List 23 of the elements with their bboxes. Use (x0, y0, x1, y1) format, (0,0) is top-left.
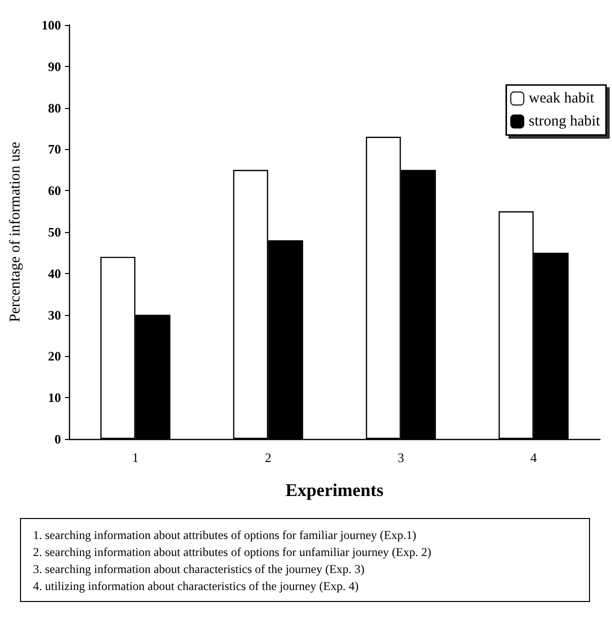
text: 4. utilizing information about characteristics of the journey (Exp. 4) (33, 578, 360, 595)
y-tick-label: 60 (48, 183, 61, 198)
x-tick-label: 3 (398, 450, 404, 465)
y-tick-label: 80 (48, 100, 61, 116)
x-tick-label: 2 (264, 450, 272, 465)
y-tick-label: 90 (48, 58, 61, 74)
y-tick-label: 50 (48, 224, 61, 240)
legend-label: weak habit (528, 90, 595, 106)
y-tick-label: 0 (54, 432, 61, 446)
x-tick-label: 1 (132, 450, 139, 465)
text: 2. searching information about attributes of options for unfamiliar journey (Exp. 2) (33, 544, 432, 561)
text: 1. searching information about attributes of options for familiar journey (Exp.1) (33, 527, 418, 544)
y-tick-label: 40 (48, 266, 61, 281)
y-tick-label: 10 (48, 390, 61, 406)
y-tick-label: 30 (48, 307, 61, 322)
x-axis-title: Experiments (286, 480, 384, 500)
y-tick-label: 20 (48, 348, 61, 364)
y-axis-title: Percentage of information use (8, 141, 24, 322)
y-tick-label: 70 (48, 142, 61, 157)
y-tick-label: 100 (42, 18, 61, 32)
text: 3. searching information about characteristics of the journey (Exp. 3) (33, 561, 366, 578)
legend-label: strong habit (528, 114, 601, 130)
x-tick-label: 4 (530, 450, 538, 465)
